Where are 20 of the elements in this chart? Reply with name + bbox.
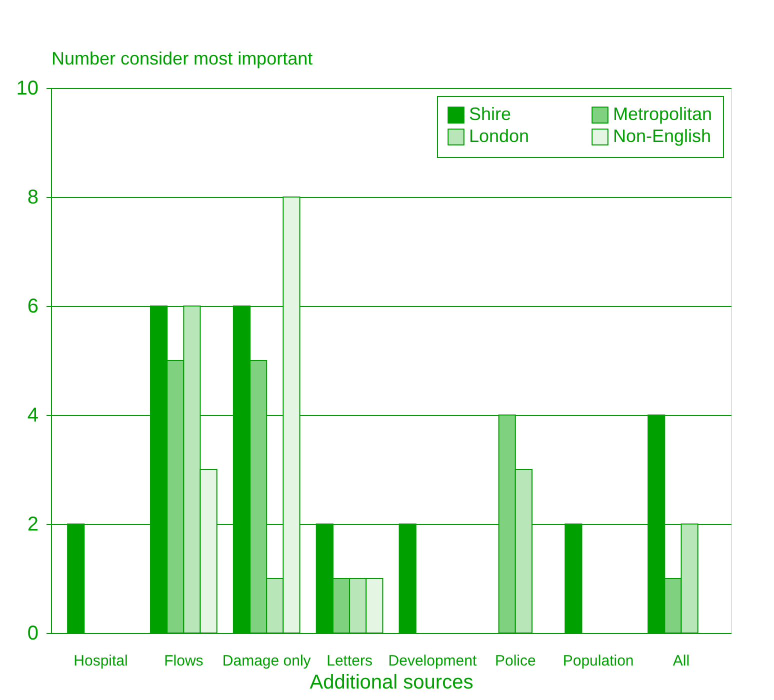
- x-tick-label: Hospital: [74, 652, 128, 670]
- legend-label: Shire: [469, 104, 512, 124]
- x-tick-label: Development: [388, 652, 478, 670]
- legend-label: Non-English: [613, 126, 712, 146]
- legend-label: Metropolitan: [613, 104, 712, 124]
- y-tick-label: 10: [16, 78, 38, 100]
- y-tick-label: 2: [27, 514, 38, 536]
- x-tick-label: Police: [494, 652, 536, 670]
- x-tick-label: Population: [562, 652, 634, 670]
- x-tick-label: Flows: [164, 652, 204, 670]
- x-axis-title: Additional sources: [310, 672, 474, 694]
- y-tick-label: 0: [27, 622, 38, 644]
- x-tick-label: Damage only: [222, 652, 312, 670]
- x-tick-label: Letters: [326, 652, 372, 670]
- x-tick-label: All: [672, 652, 690, 670]
- y-axis-title: Number consider most important: [52, 48, 313, 68]
- y-tick-label: 4: [27, 404, 38, 426]
- y-tick-label: 6: [27, 296, 38, 318]
- y-tick-label: 8: [27, 186, 38, 208]
- legend-label: London: [469, 126, 530, 146]
